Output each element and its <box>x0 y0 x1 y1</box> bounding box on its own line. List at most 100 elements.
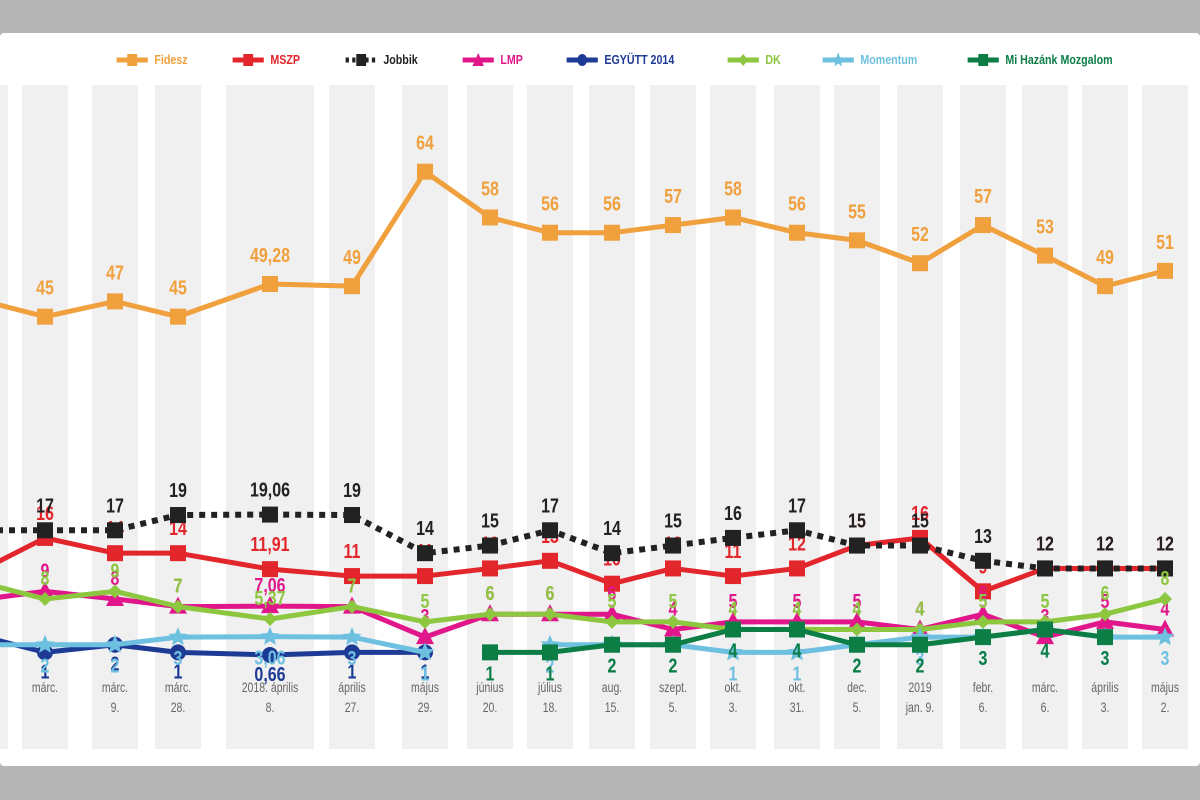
momentum-data-label: 3 <box>979 647 988 669</box>
jobbik-data-label: 15 <box>911 510 929 532</box>
dk-data-label: 7 <box>348 575 357 597</box>
x-tick-label: dec. 5. <box>847 680 867 716</box>
x-tick-label: márc. <box>32 680 58 696</box>
legend-label: LMP <box>500 51 524 67</box>
legend-triangle-icon <box>463 53 495 66</box>
lmp-data-label: 7 <box>174 575 183 597</box>
series-mszp: 116141411,91111112131012111215169121212 <box>0 502 1174 600</box>
mszp-point <box>170 545 186 562</box>
mszp-data-label: 11 <box>344 540 361 562</box>
fidesz-point <box>482 209 498 226</box>
momentum-point <box>260 626 280 645</box>
x-tick-label: márc. 6. <box>1032 680 1058 716</box>
mszp-data-label: 14 <box>169 518 187 540</box>
jobbik-point <box>170 507 186 524</box>
fidesz-point <box>1097 278 1113 295</box>
dk-data-label: 4 <box>729 598 738 620</box>
mi-haz-nk-mozgalom-point <box>725 621 741 638</box>
fidesz-data-label: 45 <box>169 277 187 299</box>
mszp-data-label: 16 <box>911 502 929 524</box>
mi-haz-nk-mozgalom-point <box>482 644 498 661</box>
mi-haz-nk-mozgalom-data-label: 2 <box>669 655 678 677</box>
mi-haz-nk-mozgalom-data-label: 2 <box>916 655 925 677</box>
dk-data-label: 5 <box>669 590 678 612</box>
mi-haz-nk-mozgalom-point <box>665 636 681 653</box>
lmp-data-label: 4 <box>1161 598 1170 620</box>
fidesz-point <box>1037 247 1053 264</box>
lmp-data-label: 6 <box>608 583 617 605</box>
legend-item-jobbik: Jobbik <box>344 52 417 67</box>
dk-data-label: 5 <box>608 590 617 612</box>
momentum-point <box>35 634 55 653</box>
jobbik-data-label: 15 <box>481 510 499 532</box>
momentum-data-label: 1 <box>793 663 802 685</box>
jobbik-point <box>482 537 498 554</box>
dk-data-label: 8 <box>41 567 50 589</box>
fidesz-data-label: 52 <box>911 224 929 246</box>
legend-item-lmp: LMP <box>461 52 523 67</box>
lmp-data-label: 4 <box>916 598 925 620</box>
fidesz-point <box>912 255 928 272</box>
momentum-data-label: 3,06 <box>254 647 285 669</box>
x-tick-label: május 29. <box>411 680 439 716</box>
jobbik-point <box>1097 560 1113 577</box>
jobbik-point <box>107 522 123 539</box>
mi-haz-nk-mozgalom-data-label: 4 <box>793 640 802 662</box>
fidesz-point <box>542 224 558 241</box>
egy-tt-2014-data-label: 1 <box>421 661 430 683</box>
x-tick-label: szept. 5. <box>659 680 687 716</box>
jobbik-data-label: 15 <box>664 510 682 532</box>
fidesz-data-label: 58 <box>724 178 742 200</box>
legend-label: EGYÜTT 2014 <box>604 51 675 67</box>
column-band <box>467 85 513 749</box>
dk-data-label: 4 <box>916 598 925 620</box>
dk-data-label: 5 <box>979 590 988 612</box>
mi-haz-nk-mozgalom-data-label: 1 <box>486 663 495 685</box>
lmp-data-label: 9 <box>41 560 50 582</box>
lmp-data-label: 5 <box>793 590 802 612</box>
fidesz-data-label: 56 <box>541 193 559 215</box>
legend-diamond-icon <box>727 54 759 66</box>
lmp-data-label: 5 <box>729 590 738 612</box>
momentum-point <box>342 627 362 646</box>
column-band <box>0 85 8 749</box>
momentum-point <box>1155 627 1175 646</box>
legend-square-icon <box>345 54 377 66</box>
mi-haz-nk-mozgalom-data-label: 3 <box>1101 647 1110 669</box>
egy-tt-2014-data-label: 1 <box>41 661 50 683</box>
legend-item-mi-haz-nk-mozgalom: Mi Hazánk Mozgalom <box>966 52 1113 67</box>
momentum-data-label: 2 <box>546 655 555 677</box>
fidesz-data-label: 57 <box>664 185 682 207</box>
fidesz-point <box>170 308 186 325</box>
momentum-data-label: 3 <box>916 647 925 669</box>
fidesz-data-label: 49 <box>343 246 361 268</box>
momentum-point <box>787 642 807 661</box>
legend-square-icon <box>967 54 1000 66</box>
jobbik-data-label: 17 <box>36 495 54 517</box>
lmp-point <box>848 611 866 629</box>
mszp-point <box>107 545 123 562</box>
dk-data-label: 6 <box>486 583 495 605</box>
egy-tt-2014-point <box>262 646 278 663</box>
egy-tt-2014-data-label: 2 <box>111 653 120 675</box>
jobbik-point <box>725 529 741 546</box>
mi-haz-nk-mozgalom-point <box>789 621 805 638</box>
dk-data-label: 9 <box>111 560 120 582</box>
jobbik-data-label: 12 <box>1096 533 1114 555</box>
jobbik-data-label: 17 <box>106 495 124 517</box>
jobbik-point <box>912 537 928 554</box>
fidesz-data-label: 55 <box>848 201 866 223</box>
dk-data-label: 6 <box>546 583 555 605</box>
mszp-point <box>604 575 620 592</box>
fidesz-point <box>37 308 53 325</box>
mszp-point <box>262 561 278 578</box>
lmp-point <box>974 604 992 622</box>
egy-tt-2014-data-label: 1 <box>174 661 183 683</box>
fidesz-data-label: 56 <box>603 193 621 215</box>
mi-haz-nk-mozgalom-point <box>975 629 991 646</box>
momentum-data-label: 4 <box>1041 640 1050 662</box>
dk-data-label: 8 <box>1161 567 1170 589</box>
chart-frame: márc. márc. 9. márc. 28. 2018. április 8. ápril… <box>0 33 1200 766</box>
mi-haz-nk-mozgalom-data-label: 3 <box>979 647 988 669</box>
mszp-data-label: 12 <box>1036 533 1054 555</box>
